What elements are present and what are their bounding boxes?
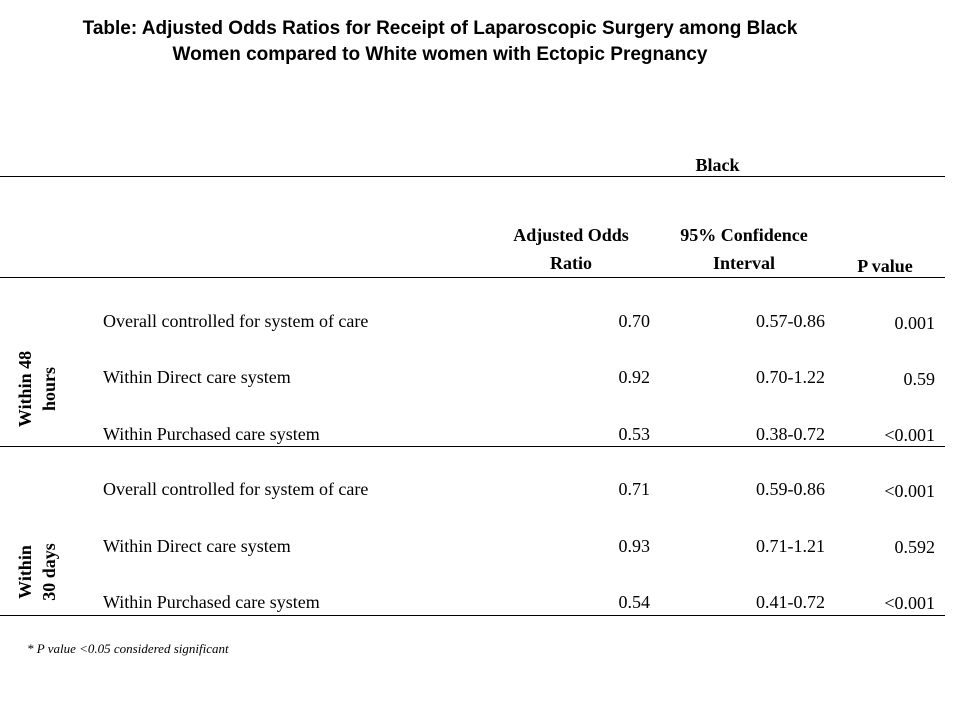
row-label: Within Direct care system: [103, 536, 291, 556]
table-title-line-1: Table: Adjusted Odds Ratios for Receipt …: [82, 18, 798, 39]
table-title: Table: Adjusted Odds Ratios for Receipt …: [0, 16, 880, 68]
ci-value: 0.57-0.86: [756, 311, 825, 331]
ci-value: 0.38-0.72: [756, 424, 825, 444]
column-header-ci: 95% Confidence Interval: [655, 221, 833, 277]
table-bottom-rule: [0, 615, 945, 616]
section-divider-rule: [0, 446, 945, 447]
section-label-30-days-line-1: Within: [15, 545, 35, 599]
p-value: 0.001: [894, 313, 936, 333]
aor-value: 0.93: [618, 536, 651, 556]
p-value: <0.001: [884, 593, 935, 613]
ci-value: 0.59-0.86: [756, 479, 825, 499]
row-label: Within Purchased care system: [103, 592, 320, 612]
aor-value: 0.92: [618, 367, 651, 387]
ci-value: 0.71-1.21: [756, 536, 825, 556]
column-header-ci-line-2: Interval: [713, 253, 775, 273]
section-label-48-hours-line-2: hours: [39, 367, 59, 412]
ci-value: 0.70-1.22: [756, 367, 825, 387]
row-label: Overall controlled for system of care: [103, 311, 369, 331]
row-label: Overall controlled for system of care: [103, 479, 369, 499]
p-value: 0.59: [903, 369, 936, 389]
section-label-48-hours-line-1: Within 48: [15, 350, 35, 428]
column-header-aor-line-2: Ratio: [550, 253, 592, 273]
column-header-aor: Adjusted Odds Ratio: [490, 221, 652, 277]
table-title-line-2: Women compared to White women with Ectop…: [172, 44, 708, 65]
aor-value: 0.54: [618, 592, 651, 612]
section-label-48-hours: Within 48 hours: [13, 334, 67, 444]
p-value: 0.592: [894, 537, 936, 557]
section-label-30-days: Within 30 days: [13, 517, 67, 627]
aor-value: 0.53: [618, 424, 651, 444]
p-value: <0.001: [884, 425, 935, 445]
row-label: Within Purchased care system: [103, 424, 320, 444]
row-label: Within Direct care system: [103, 367, 291, 387]
ci-value: 0.41-0.72: [756, 592, 825, 612]
aor-value: 0.70: [618, 311, 651, 331]
header-top-rule: [0, 176, 945, 177]
footnote: * P value <0.05 considered significant: [27, 641, 229, 656]
group-header-black: Black: [695, 155, 740, 175]
header-bottom-rule: [0, 277, 945, 278]
aor-value: 0.71: [618, 479, 651, 499]
column-header-aor-line-1: Adjusted Odds: [513, 225, 629, 245]
p-value: <0.001: [884, 481, 935, 501]
column-header-ci-line-1: 95% Confidence: [680, 225, 808, 245]
section-label-30-days-line-2: 30 days: [39, 543, 59, 601]
column-header-pvalue: P value: [857, 256, 913, 276]
